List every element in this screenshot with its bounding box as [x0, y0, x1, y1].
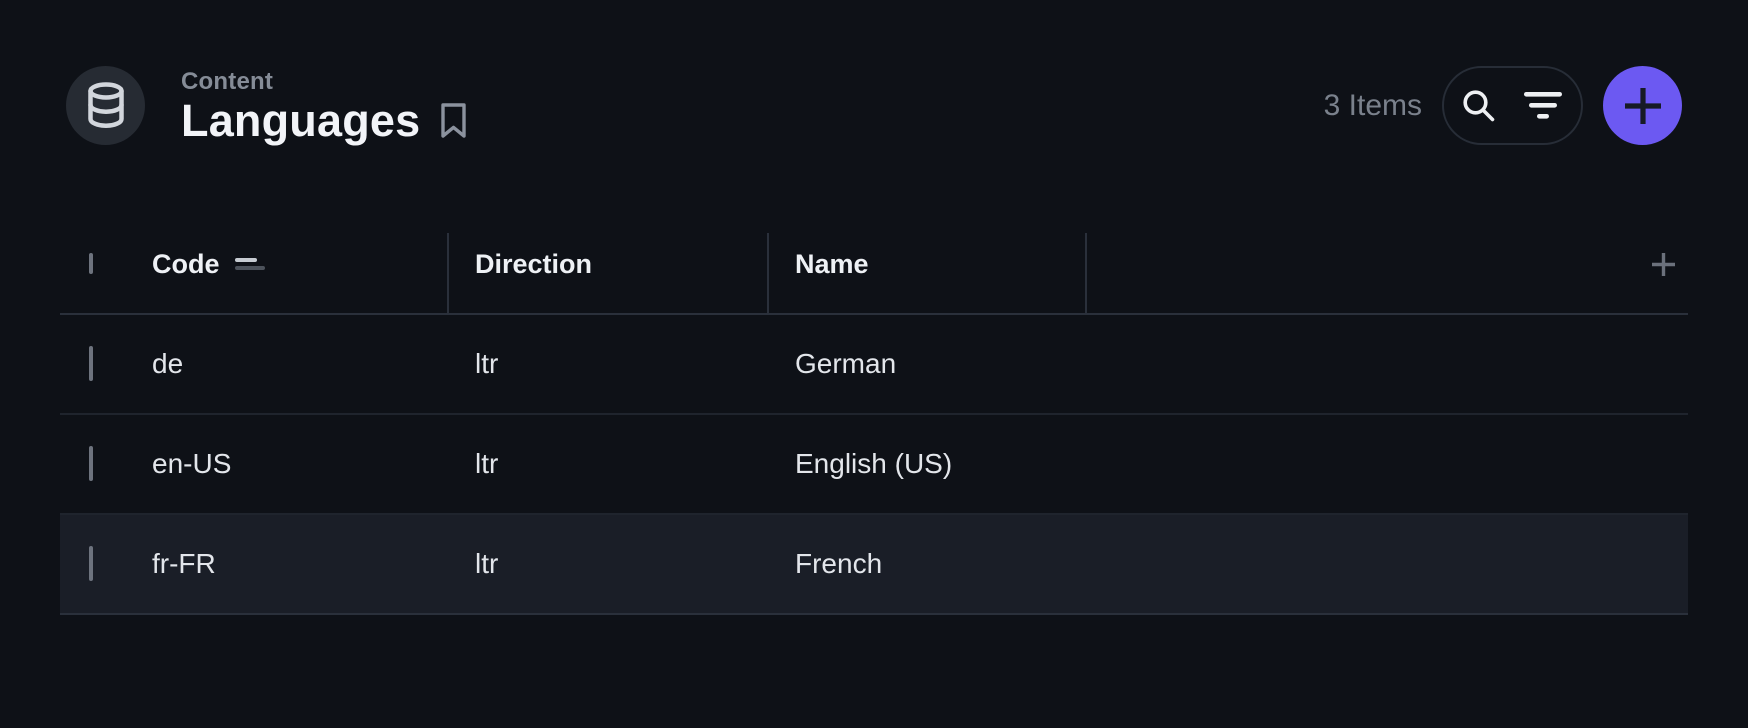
- filter-icon[interactable]: [1521, 91, 1565, 120]
- cell-direction: ltr: [475, 348, 499, 379]
- items-table: Code Direction Name de ltr German en-US …: [60, 215, 1688, 615]
- table-header-row: Code Direction Name: [60, 215, 1688, 315]
- column-resize-handle[interactable]: [1085, 233, 1087, 315]
- plus-icon: [1624, 87, 1661, 124]
- breadcrumb: Content: [181, 67, 274, 95]
- cell-direction: ltr: [475, 448, 499, 479]
- cell-name: French: [795, 548, 883, 579]
- bookmark-icon[interactable]: [440, 102, 467, 139]
- item-count: 3 Items: [1323, 88, 1422, 122]
- add-item-button[interactable]: [1603, 66, 1682, 145]
- select-all-checkbox[interactable]: [89, 253, 93, 274]
- table-row[interactable]: fr-FR ltr French: [60, 515, 1688, 615]
- row-checkbox[interactable]: [89, 546, 93, 581]
- page-title: Languages: [181, 95, 421, 147]
- title-block: Content Languages: [181, 67, 467, 147]
- cell-name: German: [795, 348, 897, 379]
- column-resize-handle[interactable]: [447, 233, 449, 315]
- sort-icon: [234, 258, 265, 270]
- cell-direction: ltr: [475, 548, 499, 579]
- collection-icon-button: [66, 66, 145, 145]
- search-filter-pill: [1442, 66, 1583, 145]
- add-column-icon[interactable]: [1649, 250, 1678, 279]
- column-header-direction[interactable]: Direction: [475, 248, 593, 279]
- row-checkbox[interactable]: [89, 346, 93, 381]
- column-resize-handle[interactable]: [767, 233, 769, 315]
- column-header-name[interactable]: Name: [795, 248, 869, 279]
- cell-code: fr-FR: [152, 548, 216, 579]
- cell-code: en-US: [152, 448, 232, 479]
- table-row[interactable]: de ltr German: [60, 315, 1688, 415]
- search-icon[interactable]: [1461, 88, 1497, 124]
- cell-name: English (US): [795, 448, 953, 479]
- database-icon: [87, 81, 124, 128]
- column-header-code[interactable]: Code: [152, 248, 220, 279]
- page-header: Content Languages 3 Items: [66, 66, 1682, 145]
- row-checkbox[interactable]: [89, 446, 93, 481]
- table-row[interactable]: en-US ltr English (US): [60, 415, 1688, 515]
- cell-code: de: [152, 348, 184, 379]
